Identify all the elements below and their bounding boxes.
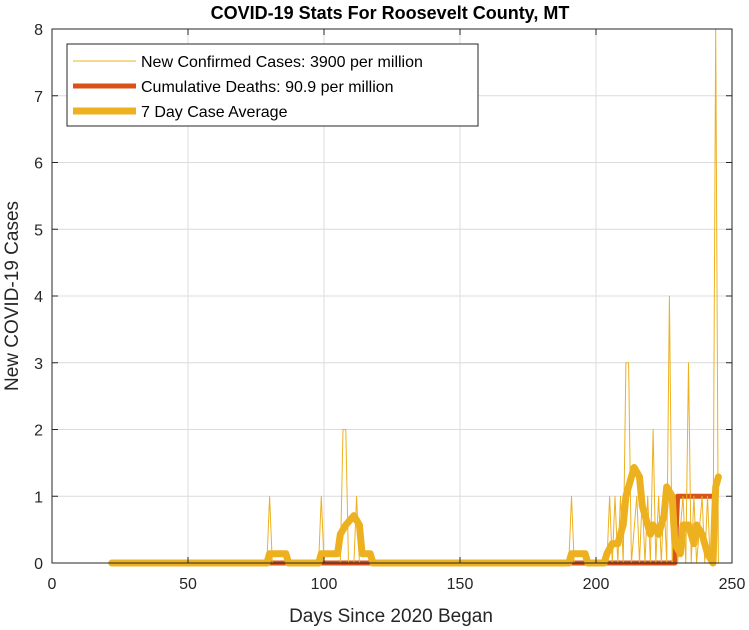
- tick-layer: 0 50 100 150 200 250 0 1 2 3 4 5 6 7 8: [34, 22, 745, 593]
- x-tick-label: 200: [583, 576, 610, 593]
- chart-title: COVID-19 Stats For Roosevelt County, MT: [211, 3, 570, 23]
- x-tick-label: 50: [179, 576, 197, 593]
- y-tick-label: 5: [34, 222, 43, 239]
- y-tick-label: 4: [34, 289, 43, 306]
- y-axis-label: New COVID-19 Cases: [2, 201, 23, 391]
- y-tick-label: 8: [34, 22, 43, 39]
- series-7-day-average-line: [108, 464, 722, 567]
- x-axis-label: Days Since 2020 Began: [289, 606, 493, 627]
- x-tick-label: 0: [48, 576, 57, 593]
- x-tick-label: 250: [719, 576, 746, 593]
- y-tick-label: 3: [34, 356, 43, 373]
- y-tick-label: 0: [34, 556, 43, 573]
- legend-label-new-cases: New Confirmed Cases: 3900 per million: [141, 54, 423, 71]
- legend-label-deaths: Cumulative Deaths: 90.9 per million: [141, 79, 394, 96]
- y-tick-label: 6: [34, 156, 43, 173]
- legend: New Confirmed Cases: 3900 per million Cu…: [66, 43, 479, 127]
- y-tick-label: 1: [34, 489, 43, 506]
- x-tick-label: 150: [447, 576, 474, 593]
- legend-label-average: 7 Day Case Average: [141, 104, 288, 121]
- y-tick-label: 7: [34, 89, 43, 106]
- x-tick-label: 100: [311, 576, 338, 593]
- y-tick-label: 2: [34, 423, 43, 440]
- series-new-cases-line: [111, 28, 719, 564]
